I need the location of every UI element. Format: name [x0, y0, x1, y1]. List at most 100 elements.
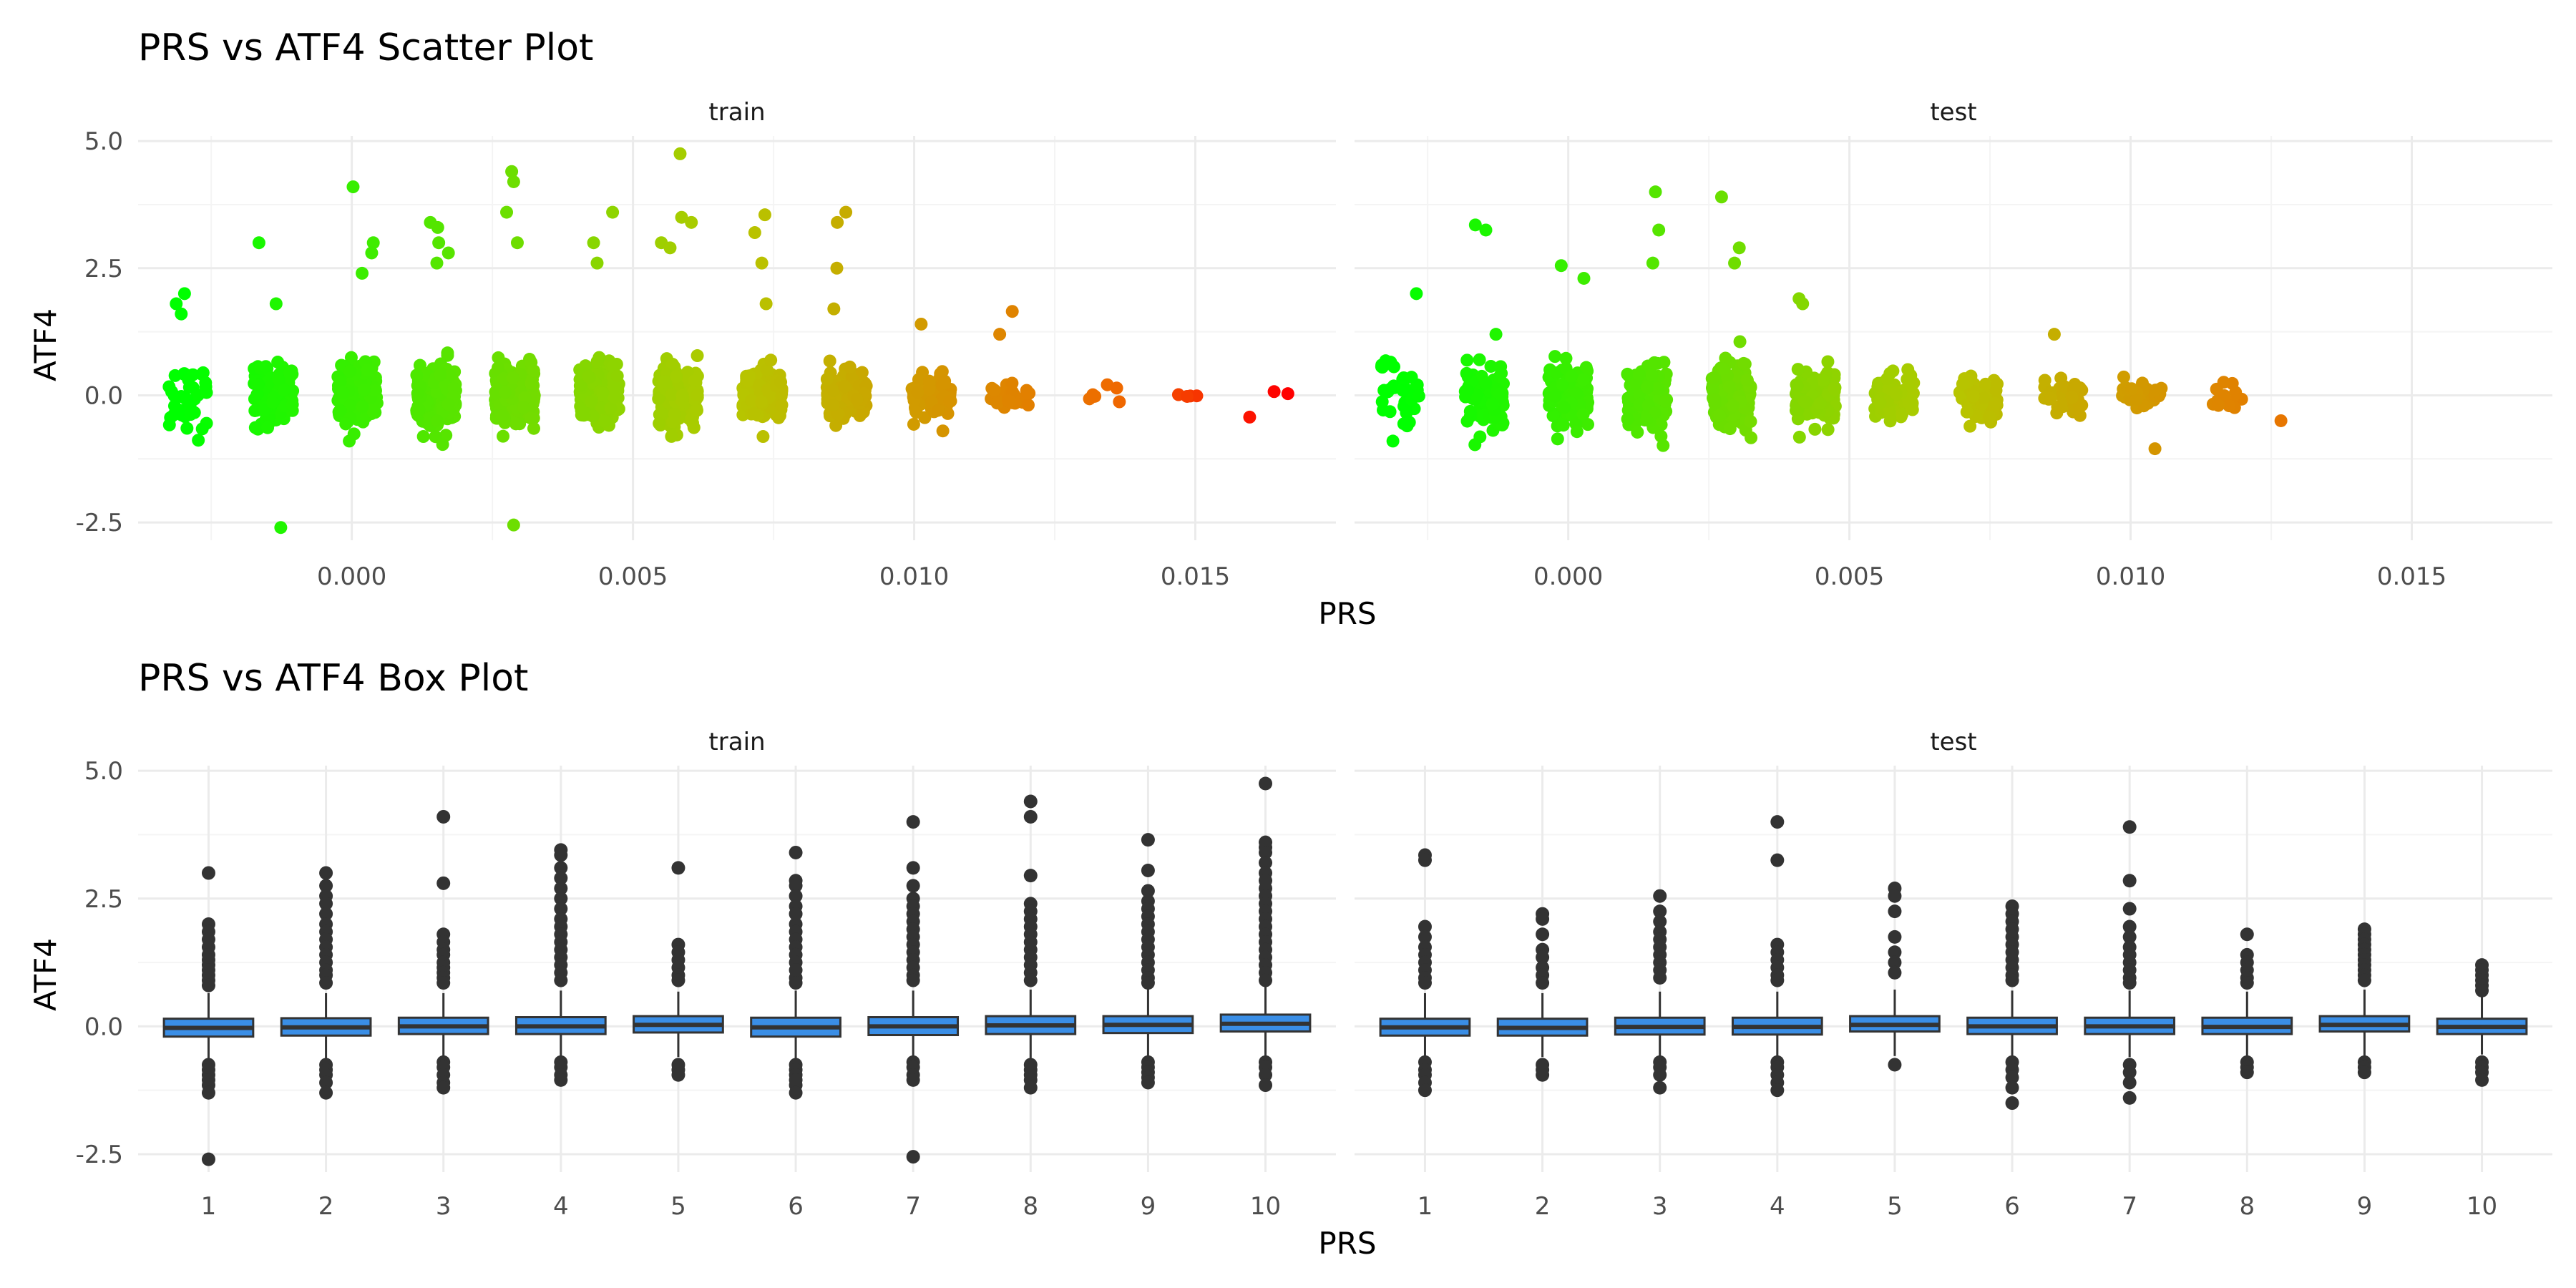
outlier-point [1770, 1083, 1785, 1098]
x-tick-label: 3 [436, 1192, 452, 1221]
scatter-point [499, 385, 512, 399]
scatter-point [1640, 413, 1654, 426]
scatter-point [1737, 356, 1750, 370]
scatter-point [269, 297, 283, 311]
x-tick-label: 7 [2122, 1192, 2137, 1221]
scatter-point [658, 375, 672, 389]
scatter-point [1648, 356, 1662, 369]
outlier-point [2475, 1073, 2489, 1087]
scatter-point [596, 386, 610, 400]
scatter-point [590, 355, 604, 369]
scatter-point [177, 287, 191, 301]
outlier-point [554, 871, 568, 885]
scatter-point [745, 394, 758, 407]
scatter-point [1564, 369, 1578, 383]
scatter-point [914, 317, 928, 331]
scatter-point [336, 386, 350, 399]
scatter-point [820, 372, 834, 386]
outlier-point [2122, 930, 2137, 944]
scatter-point [1576, 408, 1590, 421]
scatter-point [2148, 442, 2162, 456]
scatter-point [2047, 328, 2061, 341]
outlier-point [1023, 809, 1038, 824]
scatter-point [595, 401, 608, 415]
scatter-point [431, 220, 444, 234]
outlier-point [1653, 914, 1667, 929]
outlier-point [2240, 927, 2254, 942]
outlier-point [2240, 976, 2254, 990]
scatter-point [271, 356, 285, 369]
scatter-point [527, 421, 540, 435]
scatter-point [192, 434, 205, 447]
scatter-point [518, 391, 532, 404]
outlier-point [554, 1073, 568, 1087]
scatter-point [1796, 297, 1810, 311]
scatter-point [826, 384, 840, 398]
scatter-panels: train 0.000 0.005 0.010 0.015 -2.5 0.0 2.5 5.0 te… [76, 98, 2552, 591]
scatter-point [497, 372, 510, 386]
scatter-point [1088, 389, 1102, 403]
outlier-point [671, 973, 686, 987]
scatter-point [1727, 399, 1740, 412]
box-panels: train 1 2 3 4 5 6 7 8 9 10 -2.5 0.0 2.5 5.0 test 1 2 3 4 5 6 7… [76, 728, 2552, 1221]
outlier-point [906, 815, 920, 829]
scatter-point [656, 407, 670, 421]
outlier-point [789, 976, 803, 990]
facet-strip-label: test [1930, 728, 1976, 756]
scatter-point [1808, 422, 1822, 436]
scatter-point [2065, 391, 2079, 404]
outlier-point [1888, 930, 1902, 944]
outlier-point [1536, 976, 1550, 990]
box-5 [1849, 881, 1941, 1072]
scatter-point [747, 407, 761, 421]
facet-strip-label: train [708, 98, 765, 127]
scatter-point [1375, 395, 1389, 409]
outlier-point [1023, 794, 1038, 809]
scatter-point [2069, 381, 2082, 394]
box-section: PRS vs ATF4 Box Plot ATF4 PRS train 1 2 3 4 5… [28, 657, 2552, 1261]
scatter-point [1722, 380, 1736, 394]
scatter-point [1557, 401, 1571, 414]
scatter-point [430, 256, 444, 270]
scatter-point [507, 518, 520, 532]
scatter-point [1979, 377, 1992, 391]
outlier-point [319, 897, 333, 911]
scatter-point [365, 246, 379, 260]
scatter-point [1966, 389, 1980, 403]
outlier-point [1536, 950, 1550, 965]
scatter-point [1243, 410, 1257, 424]
scatter-point [1410, 287, 1423, 301]
scatter-point [2038, 374, 2051, 387]
outlier-point [2240, 1065, 2254, 1080]
outlier-point [1770, 973, 1785, 987]
scatter-panel-test: test 0.000 0.005 0.010 0.015 [1355, 98, 2552, 591]
scatter-point [663, 241, 677, 255]
scatter-point [938, 374, 952, 388]
outlier-point [554, 848, 568, 862]
scatter-point [361, 364, 374, 377]
scatter-point [2073, 409, 2087, 422]
outlier-point [436, 1080, 451, 1095]
scatter-point [416, 430, 430, 444]
scatter-point [1190, 389, 1204, 403]
scatter-point [432, 236, 446, 250]
outlier-point [2122, 1075, 2137, 1090]
scatter-point [1493, 387, 1506, 401]
scatter-point [1641, 381, 1654, 394]
box-2 [1496, 907, 1589, 1082]
scatter-point [1489, 328, 1503, 341]
scatter-point [2223, 399, 2236, 413]
box-3 [397, 809, 489, 1095]
x-tick-label: 6 [2004, 1192, 2020, 1221]
outlier-point [789, 907, 803, 921]
scatter-point [827, 302, 841, 316]
scatter-point [775, 398, 789, 411]
x-tick-label: 2 [1535, 1192, 1551, 1221]
outlier-point [1141, 863, 1155, 877]
scatter-point [839, 205, 853, 219]
outlier-point [1418, 853, 1432, 867]
scatter-point [431, 414, 444, 428]
scatter-point [1631, 425, 1644, 439]
scatter-point [434, 368, 447, 381]
scatter-point [283, 366, 296, 379]
